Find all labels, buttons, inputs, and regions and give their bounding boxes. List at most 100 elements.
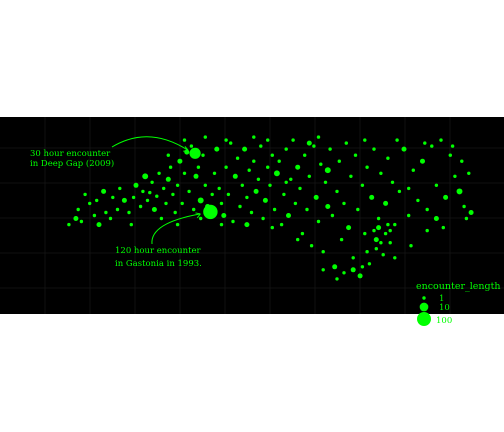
data-point [337,159,341,163]
data-point [393,222,397,227]
legend-key-10 [419,302,429,312]
legend-key-100 [417,312,431,326]
data-point [261,216,265,221]
data-point [383,231,388,236]
data-point [420,158,425,164]
data-point [266,165,270,169]
data-point [104,210,108,215]
data-point [196,165,201,169]
data-point [101,188,107,194]
data-point [272,207,277,212]
data-point [360,265,365,269]
data-point [357,273,363,279]
data-point [193,173,199,179]
data-point [138,204,143,209]
data-point [127,210,131,215]
data-point [388,241,392,245]
data-point [363,231,367,236]
data-point [277,159,281,163]
data-point [266,138,270,142]
legend: encounter_length 1 10 100 [416,281,501,326]
data-point [210,192,214,197]
data-point [369,194,375,200]
points-layer [67,135,474,281]
data-point [175,222,180,227]
data-point [349,174,353,178]
data-point [155,194,159,198]
data-point [108,216,113,221]
data-point [425,207,429,212]
data-point [252,159,256,163]
data-point [321,250,325,254]
data-point [350,267,356,273]
data-point [268,183,272,187]
data-point [296,237,300,242]
data-point [157,171,161,175]
data-point [286,213,291,218]
data-point [330,213,335,218]
data-point [335,189,339,194]
data-point [111,195,115,200]
data-point [212,171,217,175]
data-point [356,207,360,212]
data-point [133,182,139,188]
data-point [307,174,311,178]
data-point [235,156,240,160]
data-point [203,183,207,187]
data-point [171,192,175,197]
data-point [168,165,173,169]
data-point [323,180,328,184]
data-point [321,268,325,272]
data-point [238,204,242,209]
data-point [453,174,457,178]
data-point [219,222,224,227]
data-point [151,207,157,212]
data-point [282,192,286,197]
data-point [443,194,449,200]
data-point [192,207,196,212]
data-point [67,222,71,227]
data-point [141,189,145,194]
data-point [159,216,164,221]
data-point [187,189,191,194]
data-point [214,146,220,152]
data-point [367,262,372,266]
data-point [203,204,218,220]
data-point [203,135,207,139]
data-point [312,144,316,148]
data-point [224,165,228,169]
annotation-arrow-gastonia [151,213,201,245]
data-point [189,144,194,148]
annotation-arrowhead-gastonia [195,212,201,219]
data-point [430,144,434,148]
data-point [462,204,466,209]
data-point [397,189,402,194]
data-point [407,186,411,191]
data-point [242,146,248,152]
data-point [175,183,180,187]
data-point [351,256,355,260]
data-point [332,264,338,270]
data-point [162,186,166,191]
data-point [325,204,331,209]
data-point [240,183,244,187]
plot-panel [0,117,504,314]
data-point [73,216,79,221]
data-point [395,138,399,142]
data-point [365,165,369,169]
data-point [464,216,469,221]
data-point [407,213,411,218]
data-point [226,192,231,197]
data-point [118,186,122,191]
data-point [335,277,339,281]
data-point [262,197,268,203]
data-point [313,194,319,200]
data-point [372,228,376,233]
data-point [270,225,274,230]
data-point [252,135,256,139]
data-point [129,222,133,227]
data-point [363,138,367,142]
data-point [416,198,420,203]
